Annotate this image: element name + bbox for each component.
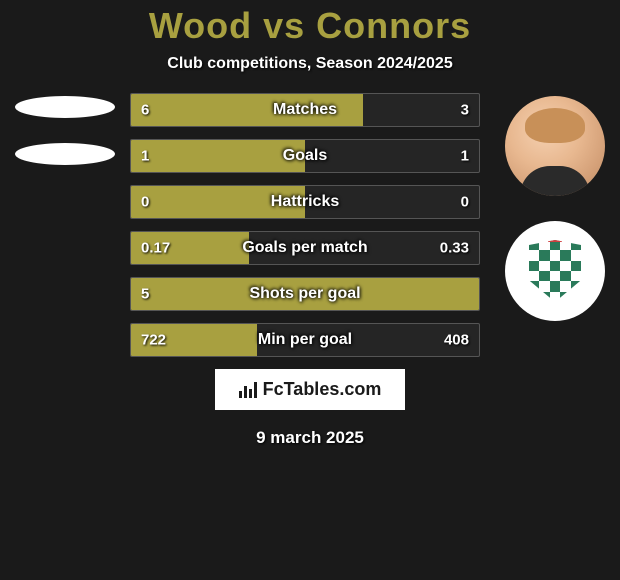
stat-value-right: 0.33 [440, 240, 469, 257]
badge-checker-cell [560, 281, 570, 291]
badge-checker-cell [550, 250, 560, 260]
badge-checker-cell [539, 281, 549, 291]
stat-bar-fill-left [131, 140, 305, 172]
stat-value-left: 5 [141, 286, 149, 303]
badge-checker-cell [539, 261, 549, 271]
stat-value-right: 0 [461, 194, 469, 211]
stat-label: Goals per match [242, 239, 367, 257]
stat-bar: 6 3 Matches [130, 93, 480, 127]
badge-checker-cell [529, 271, 539, 281]
badge-checker-cell [550, 271, 560, 281]
badge-checker-cell [539, 271, 549, 281]
badge-checker-cell [571, 271, 581, 281]
branding-text: FcTables.com [263, 379, 382, 400]
badge-checker-cell [571, 292, 581, 302]
stat-bar: 5 Shots per goal [130, 277, 480, 311]
stat-label: Shots per goal [249, 285, 360, 303]
stat-value-left: 0.17 [141, 240, 170, 257]
badge-checker-cell [529, 281, 539, 291]
stat-value-right: 3 [461, 102, 469, 119]
branding-banner: FcTables.com [215, 369, 406, 410]
right-player-badge [505, 221, 605, 321]
badge-checker-cell [529, 240, 539, 250]
stat-bar: 722 408 Min per goal [130, 323, 480, 357]
stat-label: Hattricks [271, 193, 339, 211]
badge-checker-cell [550, 292, 560, 302]
page-title: Wood vs Connors [149, 5, 471, 47]
right-player-avatar [505, 96, 605, 196]
badge-checker-cell [539, 240, 549, 250]
stat-value-left: 1 [141, 148, 149, 165]
badge-checker-cell [539, 292, 549, 302]
comparison-panel: 6 3 Matches 1 1 Goals 0 0 Hattricks 0.17 0.33 Goals… [0, 93, 620, 357]
badge-checker-cell [550, 281, 560, 291]
stat-bar: 1 1 Goals [130, 139, 480, 173]
badge-checker-cell [529, 261, 539, 271]
stat-value-left: 0 [141, 194, 149, 211]
badge-checker-cell [560, 271, 570, 281]
badge-checker-cell [560, 292, 570, 302]
stat-bar-fill-right [305, 140, 479, 172]
stats-bars: 6 3 Matches 1 1 Goals 0 0 Hattricks 0.17 0.33 Goals… [130, 93, 490, 357]
stat-bar: 0 0 Hattricks [130, 185, 480, 219]
chart-icon [239, 382, 257, 398]
right-player-column [500, 93, 610, 321]
badge-checker-cell [539, 250, 549, 260]
badge-checker-cell [571, 281, 581, 291]
badge-checker-cell [550, 240, 560, 250]
left-player-avatar-placeholder [15, 96, 115, 118]
badge-checker-cell [529, 292, 539, 302]
badge-checker-cell [560, 250, 570, 260]
stat-bar: 0.17 0.33 Goals per match [130, 231, 480, 265]
badge-checker-cell [560, 240, 570, 250]
badge-checker-cell [560, 261, 570, 271]
badge-checker-cell [571, 261, 581, 271]
stat-value-right: 408 [444, 332, 469, 349]
stat-label: Matches [273, 101, 337, 119]
stat-value-left: 6 [141, 102, 149, 119]
stat-label: Min per goal [258, 331, 352, 349]
badge-checker-cell [550, 261, 560, 271]
stat-value-left: 722 [141, 332, 166, 349]
badge-checker-cell [571, 240, 581, 250]
stat-value-right: 1 [461, 148, 469, 165]
badge-checker-cell [529, 250, 539, 260]
left-player-column [10, 93, 120, 165]
stat-label: Goals [283, 147, 327, 165]
page-subtitle: Club competitions, Season 2024/2025 [167, 55, 452, 73]
left-player-badge-placeholder [15, 143, 115, 165]
date-label: 9 march 2025 [256, 428, 364, 448]
badge-checker-cell [571, 250, 581, 260]
